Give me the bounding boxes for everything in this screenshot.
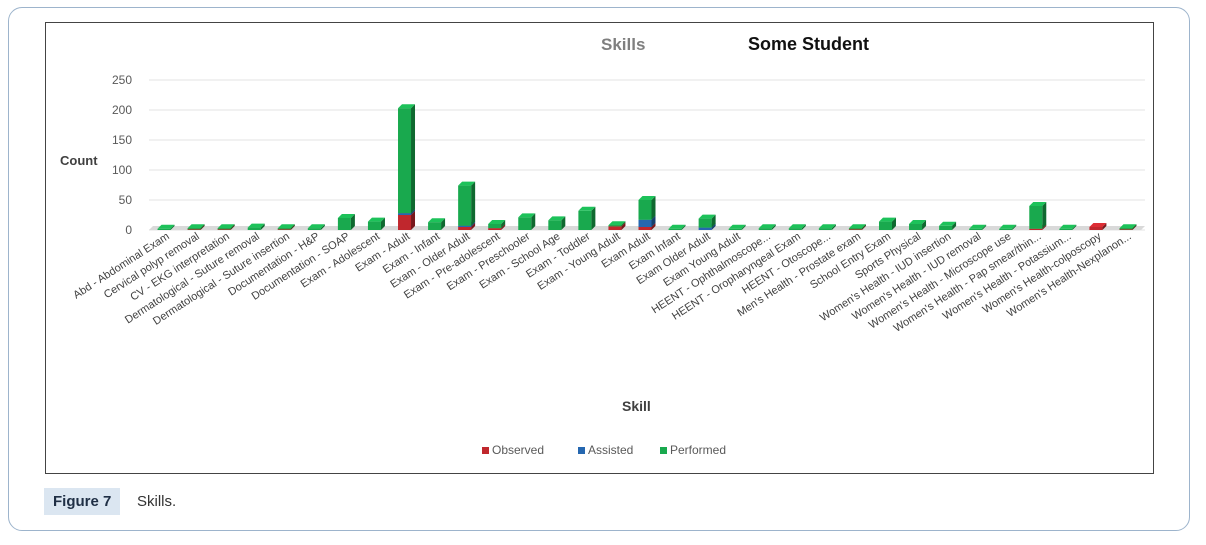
legend-swatch bbox=[660, 447, 667, 454]
bar-performed bbox=[307, 224, 325, 230]
bar-performed bbox=[698, 214, 716, 228]
bars bbox=[157, 104, 1137, 230]
bar-performed bbox=[1059, 224, 1077, 230]
y-tick-label: 0 bbox=[125, 223, 132, 237]
bar-performed bbox=[668, 224, 686, 230]
bar-performed bbox=[939, 221, 957, 230]
bar-performed bbox=[518, 213, 536, 230]
legend-label: Performed bbox=[670, 443, 726, 457]
bar-observed bbox=[1089, 223, 1107, 230]
bar-performed bbox=[848, 224, 866, 230]
bar-performed bbox=[367, 217, 385, 230]
bar-performed bbox=[788, 224, 806, 230]
bar-performed bbox=[217, 224, 235, 230]
bar-performed bbox=[878, 217, 896, 230]
y-tick-labels: 0 50 100 150 200 250 bbox=[112, 73, 132, 237]
bar-performed bbox=[969, 224, 987, 230]
bar-performed bbox=[1119, 224, 1137, 230]
skills-chart: 0 50 100 150 200 250 Abd - Abdominal ExamCerv… bbox=[60, 34, 1145, 457]
figure-frame bbox=[8, 7, 1190, 531]
y-tick-label: 150 bbox=[112, 133, 132, 147]
bar-performed bbox=[488, 220, 506, 229]
bar-performed bbox=[458, 181, 476, 226]
bar-performed bbox=[608, 221, 626, 227]
legend-swatch bbox=[482, 447, 489, 454]
legend: Observed Assisted Performed bbox=[482, 443, 726, 457]
chart-subtitle: Some Student bbox=[748, 34, 869, 54]
y-axis-label: Count bbox=[60, 153, 98, 168]
bar-performed bbox=[758, 224, 776, 230]
figure-caption: Skills. bbox=[137, 493, 177, 510]
figure-label: Figure 7 bbox=[44, 488, 121, 515]
chart-container: 0 50 100 150 200 250 Abd - Abdominal Exam Cerv… bbox=[45, 22, 1154, 474]
legend-item-performed: Performed bbox=[660, 443, 726, 457]
legend-swatch bbox=[578, 447, 585, 454]
bar-performed bbox=[247, 223, 265, 230]
bar-performed bbox=[277, 224, 295, 230]
bar-performed bbox=[728, 224, 746, 230]
bar-performed bbox=[818, 224, 836, 230]
bar-performed bbox=[337, 214, 355, 230]
bar-performed bbox=[398, 104, 416, 214]
y-tick-label: 200 bbox=[112, 103, 132, 117]
bar-performed bbox=[428, 218, 446, 230]
bar-performed bbox=[999, 224, 1017, 230]
x-axis-label: Skill bbox=[622, 398, 651, 414]
y-tick-label: 100 bbox=[112, 163, 132, 177]
legend-label: Assisted bbox=[588, 443, 633, 457]
legend-item-observed: Observed bbox=[482, 443, 544, 457]
bar-performed bbox=[548, 216, 566, 230]
bar-performed bbox=[909, 220, 927, 230]
y-tick-label: 250 bbox=[112, 73, 132, 87]
chart-title: Skills bbox=[601, 35, 645, 54]
bar-performed bbox=[157, 224, 175, 230]
bar-performed bbox=[578, 206, 596, 230]
bar-performed bbox=[1029, 202, 1047, 229]
bar-performed bbox=[187, 224, 205, 230]
bar-performed bbox=[638, 196, 656, 220]
legend-label: Observed bbox=[492, 443, 544, 457]
y-tick-label: 50 bbox=[119, 193, 133, 207]
legend-item-assisted: Assisted bbox=[578, 443, 633, 457]
